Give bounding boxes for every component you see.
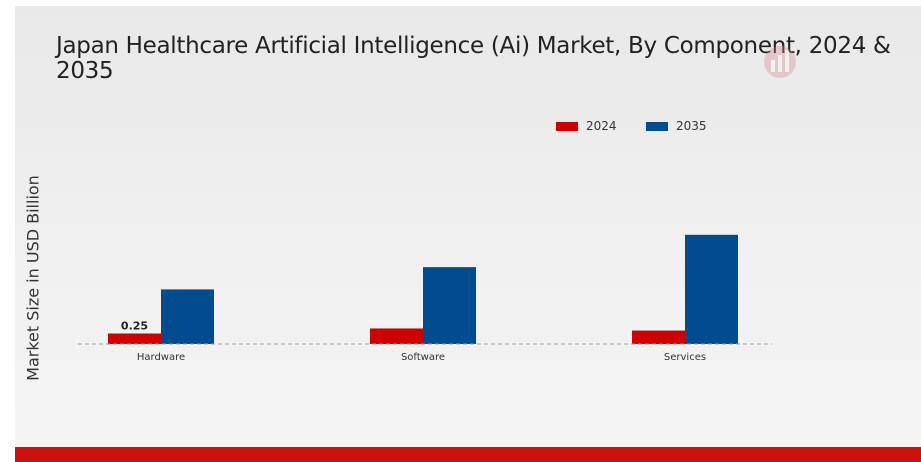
x-tick-label-hardware: Hardware [137,352,185,363]
bar-software-2024 [370,328,423,344]
footer-bar [15,447,921,462]
legend-item-2024: 2024 [556,119,617,133]
labels-group: Hardware Software Services 0.25 [121,320,706,364]
bar-services-2024 [632,330,685,344]
bar-services-2035 [685,234,738,344]
bars-group [108,234,738,344]
legend-label-2035: 2035 [676,119,707,133]
bar-software-2035 [423,267,476,344]
data-label-hardware-2024: 0.25 [121,320,148,333]
chart-title: Japan Healthcare Artificial Intelligence… [56,33,891,84]
legend-item-2035: 2035 [646,119,707,133]
bar-hardware-2024 [108,333,161,344]
chart-panel [15,6,921,447]
bar-hardware-2035 [161,289,214,344]
x-tick-label-services: Services [664,352,706,363]
legend-swatch-2035 [646,121,668,131]
legend-swatch-2024 [556,121,578,131]
legend-label-2024: 2024 [586,119,617,133]
x-tick-label-software: Software [401,352,445,363]
logo-watermark-icon [764,46,796,78]
